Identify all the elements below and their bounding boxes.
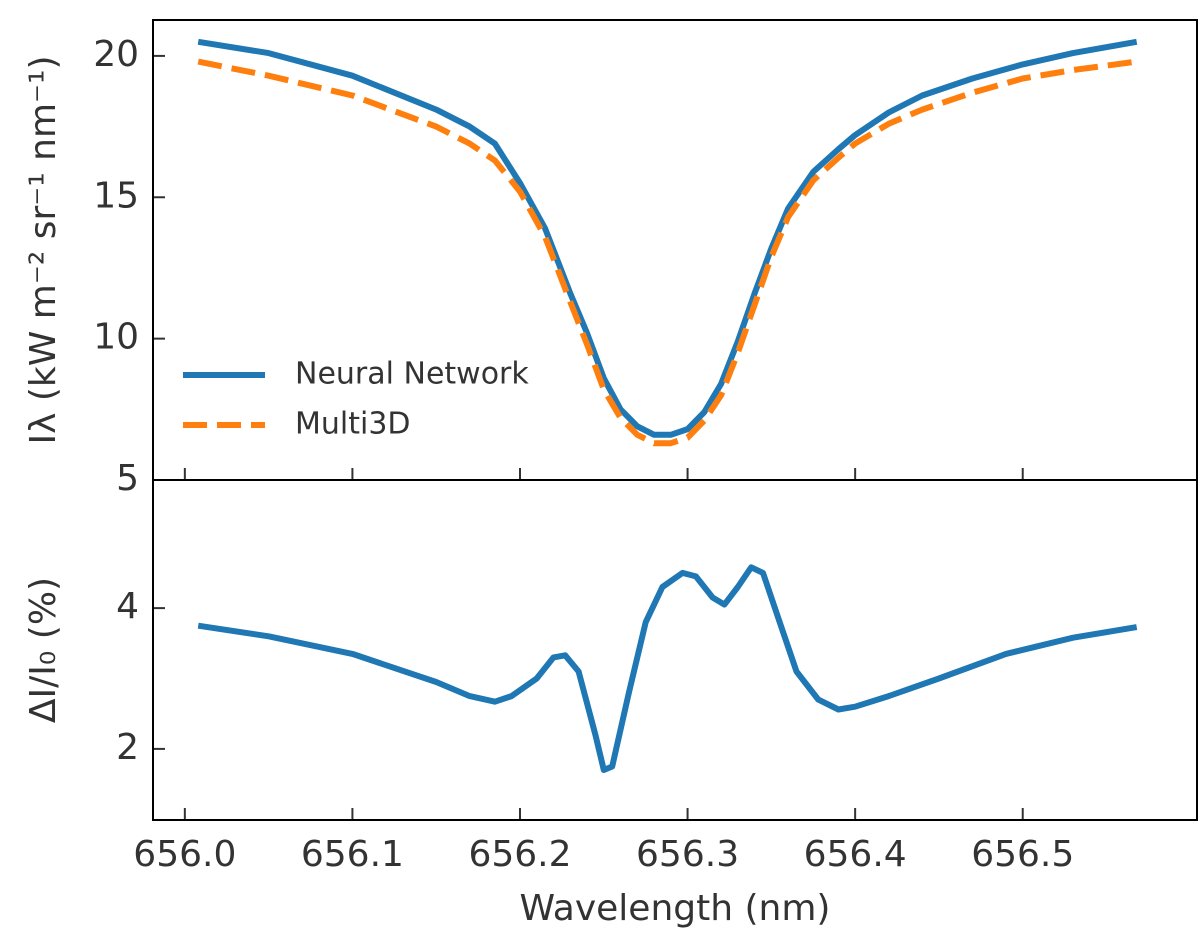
x-tick-label: 656.3: [636, 834, 739, 875]
x-tick-label: 656.5: [971, 834, 1074, 875]
y-tick-label: 2: [116, 727, 139, 768]
x-axis-label: Wavelength (nm): [520, 888, 831, 929]
x-tick-label: 656.1: [301, 834, 404, 875]
series-line: [197, 38, 1138, 438]
y-tick-label: 10: [93, 317, 139, 358]
legend-label: Multi3D: [295, 407, 411, 442]
y-axis-label: ΔI/I₀ (%): [23, 577, 64, 723]
x-tick-label: 656.4: [804, 834, 907, 875]
y-tick-label: 20: [93, 34, 139, 75]
y-tick-label: 15: [93, 175, 139, 216]
y-tick-label: 4: [116, 586, 139, 627]
x-tick-label: 656.2: [468, 834, 571, 875]
y-tick-label: 5: [116, 458, 139, 499]
y-axis-label: Iλ (kW m⁻² sr⁻¹ nm⁻¹): [23, 55, 64, 444]
series-line: [197, 58, 1138, 447]
plot-frame: [152, 479, 1198, 821]
legend-label: Neural Network: [295, 357, 529, 392]
x-tick-label: 656.0: [133, 834, 236, 875]
series-line: [197, 564, 1138, 773]
